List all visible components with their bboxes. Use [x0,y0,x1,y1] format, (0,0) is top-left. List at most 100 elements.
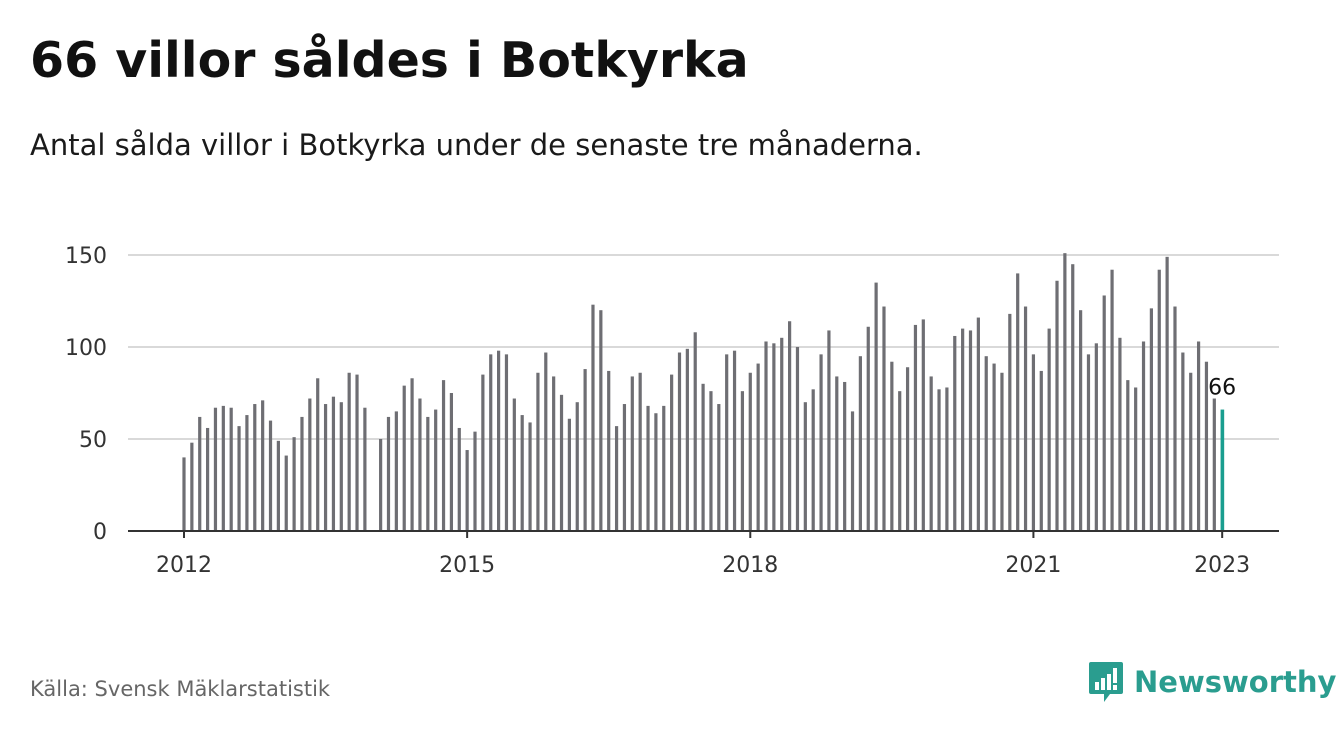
bar [363,407,367,531]
bar [937,389,941,531]
bar [229,407,233,531]
bar [1039,370,1043,531]
bar [237,426,241,531]
bar [1000,372,1004,531]
bar [481,374,485,531]
source-note: Källa: Svensk Mäklarstatistik [30,677,331,701]
bar [402,385,406,531]
bar [1165,256,1169,531]
bar [1008,313,1012,531]
bar [953,335,957,531]
bar [221,405,225,531]
bar [835,376,839,531]
bar [308,398,312,531]
bar [1110,269,1114,531]
bar [323,404,328,531]
bar [788,321,792,531]
bar [638,372,642,531]
bar [394,411,398,531]
bar [213,407,218,531]
bar [803,402,807,531]
bar [1212,398,1216,531]
bar [1063,253,1067,531]
bar [1149,308,1153,531]
bar [740,391,745,531]
bar [662,405,666,531]
bar [386,416,391,531]
bar [1071,264,1075,531]
bar [1204,361,1209,531]
bar [992,363,996,531]
bar [874,282,878,531]
bar [1047,328,1051,531]
bar [1086,354,1091,531]
bar [898,391,902,531]
bar [693,332,697,531]
bar [1094,343,1098,531]
bar [1196,341,1201,531]
bar [591,304,595,531]
bar [622,404,627,531]
x-tick-label: 2021 [1005,553,1061,578]
bar [756,363,760,531]
bar [811,389,815,531]
y-tick-label: 150 [65,244,107,269]
y-tick-label: 50 [79,428,107,453]
bar [630,376,634,531]
bar [268,420,273,531]
bar [945,387,949,531]
bar [882,306,886,531]
bar [379,439,383,531]
bar [261,400,265,531]
bar [866,326,870,531]
bar-latest [1220,409,1225,531]
y-tick-label: 100 [65,336,107,361]
bar [284,455,288,531]
bar [205,427,210,531]
bar [614,426,619,531]
bar [1118,337,1122,531]
bar [575,402,579,531]
bar [725,354,729,531]
bar [709,391,713,531]
bar [1134,387,1138,531]
bar [670,374,674,531]
bar [599,310,603,531]
bar [646,405,650,531]
bar [827,330,831,531]
bar [1173,306,1177,531]
bar [961,328,965,531]
bar [339,402,343,531]
bar [331,396,336,531]
bar [772,343,776,531]
bar [858,356,862,531]
bar [559,394,564,531]
bar [732,350,737,531]
bar [1031,354,1036,531]
x-tick-label: 2018 [722,553,778,578]
bar [418,398,422,531]
bar [1023,306,1028,531]
bar [465,450,469,531]
bar [1016,273,1020,531]
bar [355,374,359,531]
bar [701,383,705,531]
bar [764,341,768,531]
x-tick-label: 2015 [439,553,495,578]
bar [843,381,847,531]
bar [426,416,430,531]
chart-title: 66 villor såldes i Botkyrka [30,32,749,89]
bar [1079,310,1083,531]
bar [520,415,524,531]
bar [300,416,304,531]
x-tick-label: 2023 [1194,553,1250,578]
bar [654,413,658,531]
bar [449,393,454,531]
bar [607,370,611,531]
bar [819,354,823,531]
bar [685,348,689,531]
newsworthy-logo-icon [1089,662,1123,702]
bar [929,376,933,531]
bar-chart: 0 50 100 150 2012 2015 2018 2021 2023 66 [65,244,1279,578]
bar [1181,352,1185,531]
